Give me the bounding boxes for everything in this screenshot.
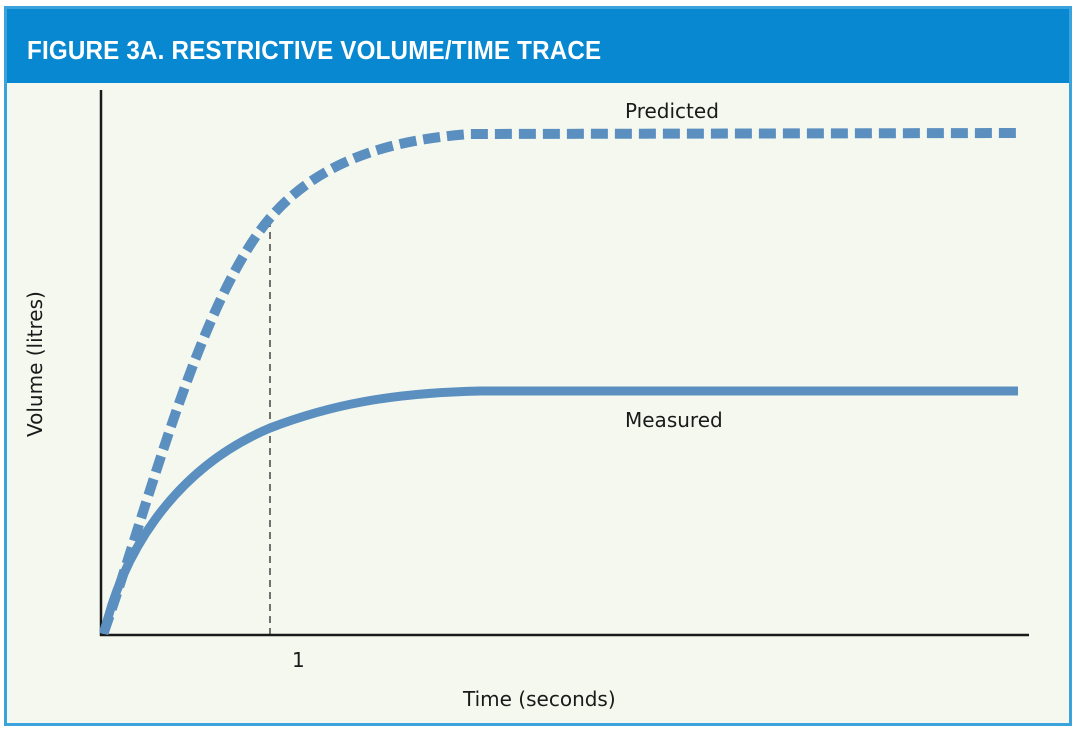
figure-frame: FIGURE 3A. RESTRICTIVE VOLUME/TIME TRACE — [4, 6, 1072, 726]
x-tick-label-1: 1 — [292, 648, 305, 672]
measured-label: Measured — [625, 408, 723, 432]
figure-title: FIGURE 3A. RESTRICTIVE VOLUME/TIME TRACE — [27, 35, 602, 65]
y-axis-label: Volume (litres) — [23, 291, 47, 437]
predicted-label: Predicted — [625, 99, 719, 123]
x-axis-label: Time (seconds) — [462, 687, 616, 711]
figure-header: FIGURE 3A. RESTRICTIVE VOLUME/TIME TRACE — [7, 9, 1069, 83]
predicted-curve — [99, 128, 1023, 634]
measured-curve — [99, 386, 1018, 635]
